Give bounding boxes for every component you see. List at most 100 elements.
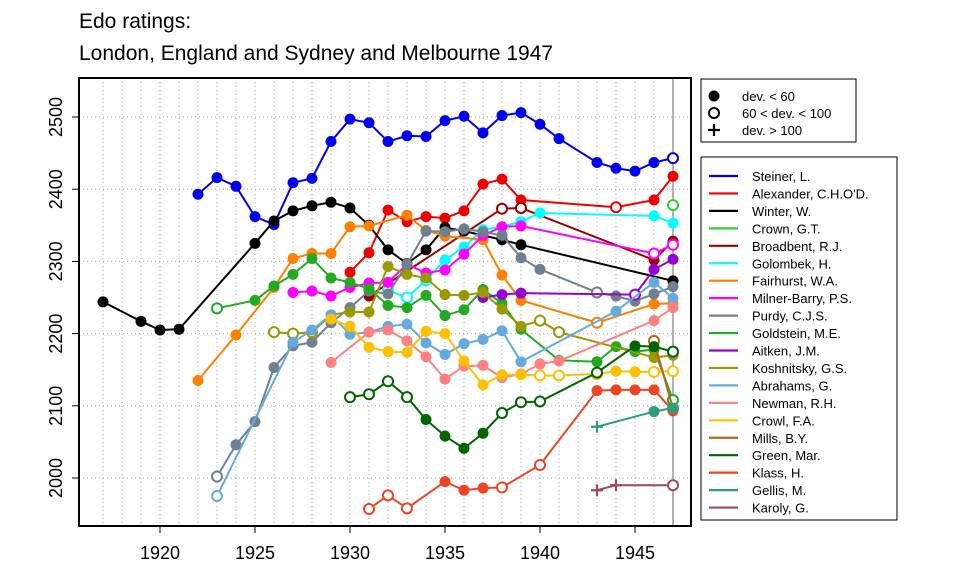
point-dev-lt-60 — [458, 289, 470, 301]
point-dev-lt-60 — [420, 272, 432, 284]
point-dev-lt-60 — [401, 318, 413, 330]
y-tick-label: 2200 — [46, 314, 66, 354]
point-dev-lt-60 — [420, 289, 432, 301]
point-dev-lt-60 — [382, 276, 394, 288]
point-dev-lt-60 — [591, 156, 603, 168]
legend-label: Winter, W. — [752, 204, 811, 219]
point-dev-lt-60 — [420, 244, 432, 256]
legend-label: Aitken, J.M. — [752, 344, 820, 359]
point-dev-60-100 — [667, 479, 679, 492]
point-dev-60-100 — [515, 396, 527, 409]
point-dev-lt-60 — [344, 276, 356, 288]
point-dev-lt-60 — [287, 336, 299, 348]
point-dev-gt-100 — [610, 479, 622, 492]
y-tick-label: 2500 — [46, 97, 66, 137]
point-dev-lt-60 — [458, 442, 470, 454]
legend-label: Green, Mar. — [752, 448, 821, 463]
point-dev-lt-60 — [287, 205, 299, 217]
point-dev-lt-60 — [363, 220, 375, 232]
legend-label: Milner-Barry, P.S. — [752, 291, 852, 306]
point-dev-lt-60 — [496, 369, 508, 381]
point-dev-lt-60 — [344, 320, 356, 332]
point-dev-lt-60 — [553, 355, 565, 367]
point-dev-60-100 — [667, 199, 679, 212]
point-dev-60-100 — [534, 314, 546, 327]
point-dev-lt-60 — [667, 281, 679, 293]
series-16 — [344, 340, 679, 454]
point-dev-lt-60 — [382, 324, 394, 336]
point-dev-lt-60 — [477, 178, 489, 190]
point-dev-60-100 — [211, 490, 223, 503]
point-dev-60-100 — [382, 489, 394, 502]
point-dev-lt-60 — [439, 212, 451, 224]
point-dev-lt-60 — [382, 288, 394, 300]
point-dev-lt-60 — [344, 202, 356, 214]
point-dev-lt-60 — [629, 165, 641, 177]
point-dev-lt-60 — [306, 324, 318, 336]
marker-legend: dev. < 60 60 < dev. < 100 dev. > 100 — [700, 78, 857, 143]
point-dev-lt-60 — [515, 220, 527, 232]
point-dev-lt-60 — [363, 117, 375, 129]
point-dev-lt-60 — [610, 305, 622, 317]
point-dev-60-100 — [401, 502, 413, 515]
point-dev-lt-60 — [135, 315, 147, 327]
point-dev-lt-60 — [382, 299, 394, 311]
series-line — [216, 257, 674, 401]
point-dev-gt-100 — [708, 124, 720, 136]
y-axis: 2000 2100 2200 2300 2400 2500 — [46, 97, 79, 498]
point-dev-lt-60 — [420, 130, 432, 142]
point-dev-lt-60 — [439, 115, 451, 127]
point-dev-lt-60 — [458, 484, 470, 496]
point-dev-lt-60 — [667, 217, 679, 229]
point-dev-lt-60 — [477, 333, 489, 345]
point-dev-lt-60 — [363, 341, 375, 353]
series-legend-box — [700, 156, 898, 521]
point-dev-lt-60 — [306, 285, 318, 297]
series-19 — [591, 479, 679, 497]
point-dev-lt-60 — [496, 229, 508, 241]
point-dev-lt-60 — [458, 248, 470, 260]
legend-label: Gellis, M. — [752, 483, 806, 498]
point-dev-60-100 — [648, 247, 660, 260]
point-dev-lt-60 — [458, 205, 470, 217]
point-dev-lt-60 — [610, 290, 622, 302]
point-dev-lt-60 — [629, 340, 641, 352]
legend-label: Broadbent, R.J. — [752, 239, 842, 254]
point-dev-lt-60 — [287, 268, 299, 280]
point-dev-lt-60 — [344, 306, 356, 318]
point-dev-lt-60 — [648, 384, 660, 396]
y-tick-label: 2100 — [46, 386, 66, 426]
point-dev-lt-60 — [515, 369, 527, 381]
point-dev-lt-60 — [629, 384, 641, 396]
point-dev-lt-60 — [97, 296, 109, 308]
series-0 — [192, 107, 679, 231]
series-1 — [344, 170, 679, 278]
point-dev-60-100 — [553, 326, 565, 339]
series-14 — [325, 313, 679, 391]
point-dev-lt-60 — [648, 341, 660, 353]
point-dev-lt-60 — [667, 253, 679, 265]
marker-legend-label: dev. > 100 — [742, 123, 802, 138]
point-dev-60-100 — [211, 302, 223, 315]
point-dev-lt-60 — [648, 288, 660, 300]
point-dev-lt-60 — [648, 210, 660, 222]
point-dev-lt-60 — [401, 209, 413, 221]
point-dev-60-100 — [667, 152, 679, 165]
point-dev-lt-60 — [667, 402, 679, 414]
point-dev-lt-60 — [648, 406, 660, 418]
point-dev-lt-60 — [610, 365, 622, 377]
plot-frame — [78, 77, 692, 527]
x-tick-label: 1945 — [615, 543, 655, 563]
point-dev-lt-60 — [439, 476, 451, 488]
series-18 — [591, 402, 679, 433]
point-dev-lt-60 — [477, 359, 489, 371]
legend-label: Abrahams, G. — [752, 378, 832, 393]
point-dev-lt-60 — [515, 107, 527, 119]
x-tick-label: 1920 — [140, 543, 180, 563]
legend-label: Mills, B.Y. — [752, 431, 808, 446]
point-dev-lt-60 — [268, 215, 280, 227]
legend-label: Goldstein, M.E. — [752, 326, 841, 341]
point-dev-lt-60 — [515, 287, 527, 299]
point-dev-lt-60 — [401, 335, 413, 347]
